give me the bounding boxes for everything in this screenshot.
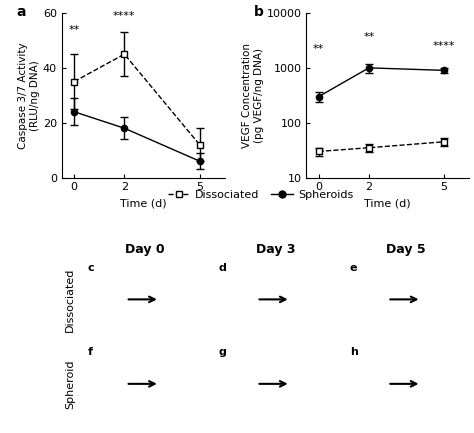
Text: **: ** bbox=[313, 44, 324, 54]
Text: b: b bbox=[254, 5, 264, 19]
Text: **: ** bbox=[363, 32, 374, 42]
Text: f: f bbox=[88, 347, 93, 357]
Y-axis label: VEGF Concentration
(pg VEGF/ng DNA): VEGF Concentration (pg VEGF/ng DNA) bbox=[242, 43, 264, 148]
Y-axis label: Caspase 3/7 Activity
(RLU/ng DNA): Caspase 3/7 Activity (RLU/ng DNA) bbox=[18, 42, 40, 149]
Text: d: d bbox=[219, 263, 227, 273]
Text: a: a bbox=[16, 5, 26, 19]
X-axis label: Time (d): Time (d) bbox=[120, 198, 166, 208]
Text: **: ** bbox=[69, 25, 80, 35]
Text: ****: **** bbox=[433, 41, 456, 52]
Legend: Dissociated, Spheroids: Dissociated, Spheroids bbox=[163, 186, 358, 204]
Text: e: e bbox=[350, 263, 357, 273]
Text: Day 3: Day 3 bbox=[255, 243, 295, 256]
Text: Dissociated: Dissociated bbox=[65, 267, 75, 332]
Text: Spheroid: Spheroid bbox=[65, 359, 75, 409]
Text: c: c bbox=[88, 263, 95, 273]
Text: g: g bbox=[219, 347, 227, 357]
Text: h: h bbox=[350, 347, 357, 357]
Text: Day 0: Day 0 bbox=[125, 243, 164, 256]
X-axis label: Time (d): Time (d) bbox=[365, 198, 411, 208]
Text: Day 5: Day 5 bbox=[386, 243, 426, 256]
Text: ****: **** bbox=[113, 11, 136, 21]
